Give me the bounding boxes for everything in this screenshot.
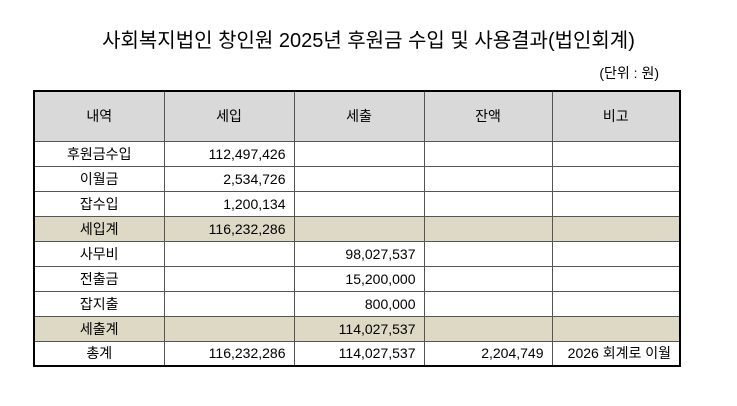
table-cell: 세입계 — [33, 215, 165, 242]
table-cell: 총계 — [33, 340, 165, 367]
table-cell — [293, 190, 425, 217]
table-cell — [163, 315, 295, 342]
table-cell — [423, 240, 553, 267]
table-row: 잡수입 1,200,134 — [33, 190, 681, 217]
table-cell — [163, 290, 295, 317]
header-row: 내역 세입 세출 잔액 비고 — [33, 90, 681, 142]
table-cell: 2026 회계로 이월 — [551, 340, 681, 367]
table-row: 사무비 98,027,537 — [33, 240, 681, 267]
table-cell — [423, 290, 553, 317]
table-cell — [551, 240, 681, 267]
table-cell: 사무비 — [33, 240, 165, 267]
table-cell: 116,232,286 — [163, 215, 295, 242]
table-cell: 800,000 — [293, 290, 425, 317]
table-cell: 114,027,537 — [293, 315, 425, 342]
table-cell: 세출계 — [33, 315, 165, 342]
table-cell: 15,200,000 — [293, 265, 425, 292]
table-cell — [423, 140, 553, 167]
table-cell — [423, 165, 553, 192]
table-cell — [423, 315, 553, 342]
table-cell — [551, 140, 681, 167]
table-cell: 전출금 — [33, 265, 165, 292]
table-cell — [551, 290, 681, 317]
table-cell: 98,027,537 — [293, 240, 425, 267]
table-cell: 이월금 — [33, 165, 165, 192]
table-cell — [423, 190, 553, 217]
table-row: 전출금 15,200,000 — [33, 265, 681, 292]
title: 사회복지법인 창인원 2025년 후원금 수입 및 사용결과(법인회계) — [102, 30, 635, 52]
column-header: 세입 — [163, 90, 295, 142]
table: 내역 세입 세출 잔액 비고 후원금수입 112,497,426 이월금 2,534,726 잡… — [33, 90, 681, 367]
table-cell — [163, 265, 295, 292]
table-body: 후원금수입 112,497,426 이월금 2,534,726 잡수입 1,200,134… — [33, 140, 681, 367]
table-cell — [293, 140, 425, 167]
table-cell: 잡지출 — [33, 290, 165, 317]
table-cell — [423, 265, 553, 292]
table-cell — [551, 265, 681, 292]
table-cell — [551, 165, 681, 192]
table-cell: 114,027,537 — [293, 340, 425, 367]
unit-label: (단위 : 원) — [599, 65, 659, 81]
table-cell — [423, 215, 553, 242]
table-row: 후원금수입 112,497,426 — [33, 140, 681, 167]
table-cell — [293, 165, 425, 192]
table-cell — [551, 215, 681, 242]
table-cell: 후원금수입 — [33, 140, 165, 167]
table-cell: 112,497,426 — [163, 140, 295, 167]
table-row: 잡지출 800,000 — [33, 290, 681, 317]
column-header: 잔액 — [423, 90, 553, 142]
column-header: 내역 — [33, 90, 165, 142]
table-cell — [163, 240, 295, 267]
table-cell: 116,232,286 — [163, 340, 295, 367]
table-row: 총계 116,232,286 114,027,537 2,204,749 2026 회계… — [33, 340, 681, 367]
table-row: 세입계 116,232,286 — [33, 215, 681, 242]
table-cell — [293, 215, 425, 242]
table-cell — [551, 190, 681, 217]
table-row: 이월금 2,534,726 — [33, 165, 681, 192]
table-cell: 2,534,726 — [163, 165, 295, 192]
table-row: 세출계 114,027,537 — [33, 315, 681, 342]
column-header: 세출 — [293, 90, 425, 142]
table-cell: 1,200,134 — [163, 190, 295, 217]
column-header: 비고 — [551, 90, 681, 142]
table-cell: 2,204,749 — [423, 340, 553, 367]
table-cell: 잡수입 — [33, 190, 165, 217]
table-cell — [551, 315, 681, 342]
